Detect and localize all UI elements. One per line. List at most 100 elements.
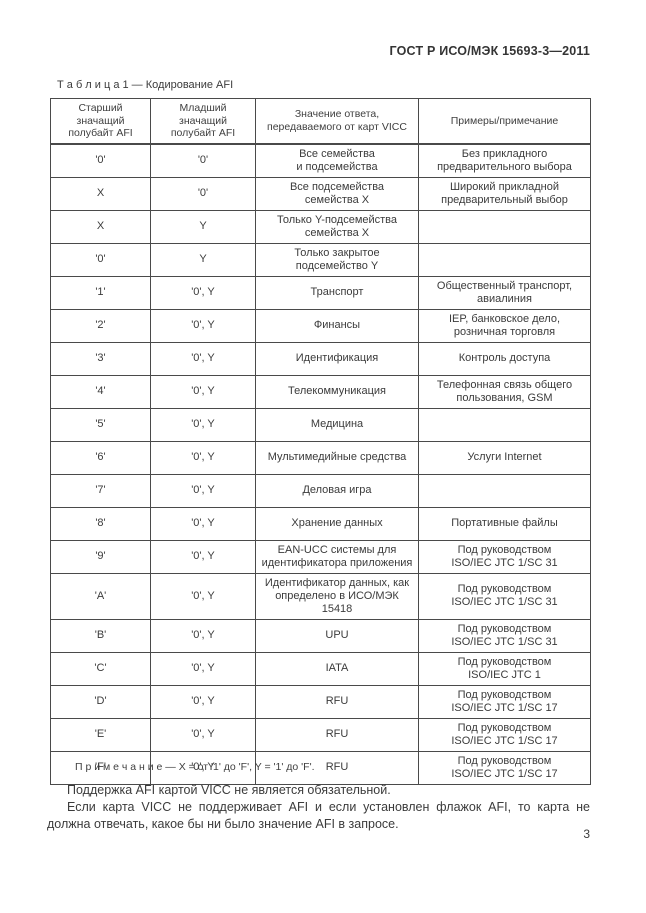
table-cell: Идентификатор данных, как определено в И… [255, 572, 419, 620]
table-cell: '0', Y [150, 440, 256, 475]
afi-coding-table: Старший значащий полубайт AFI Младший зн… [50, 98, 591, 785]
header-msn-afi: Старший значащий полубайт AFI [50, 98, 151, 145]
table-row: '9' '0', Y EAN-UCC системы для идентификат… [50, 539, 591, 574]
table-cell: '0', Y [150, 341, 256, 376]
table-cell: Только закрытое подсемейство Y [255, 242, 419, 277]
table-cell: '2' [50, 308, 151, 343]
table-row: '6' '0', Y Мультимедийные средства Услуги I… [50, 440, 591, 475]
table-row: 'E' '0', Y RFU Под руководством ISO/IEC JTC… [50, 717, 591, 752]
paragraph-afi-flag: Если карта VICC не поддерживает AFI и ес… [47, 800, 590, 831]
table-cell [418, 209, 591, 244]
table-cell [418, 473, 591, 508]
table-cell: Телекоммуникация [255, 374, 419, 409]
table-row: 'D' '0', Y RFU Под руководством ISO/IEC JTC… [50, 684, 591, 719]
table-cell: Деловая игра [255, 473, 419, 508]
table-cell: Под руководством ISO/IEC JTC 1/SC 17 [418, 750, 591, 785]
table-cell: Под руководством ISO/IEC JTC 1/SC 31 [418, 539, 591, 574]
table-cell: '0', Y [150, 572, 256, 620]
table-cell: Под руководством ISO/IEC JTC 1/SC 31 [418, 572, 591, 620]
header-vicc-response: Значение ответа, передаваемого от карт V… [255, 98, 419, 145]
table-cell: Финансы [255, 308, 419, 343]
table-row: 'C' '0', Y IATA Под руководством ISO/IEC JT… [50, 651, 591, 686]
table-cell: '0', Y [150, 374, 256, 409]
table-row: '5' '0', Y Медицина [50, 407, 591, 442]
doc-number-header: ГОСТ Р ИСО/МЭК 15693-3—2011 [389, 44, 590, 58]
table-cell: Под руководством ISO/IEC JTC 1/SC 17 [418, 684, 591, 719]
table-cell: Под руководством ISO/IEC JTC 1/SC 17 [418, 717, 591, 752]
table-cell: '0' [150, 143, 256, 178]
table-row: 'A' '0', Y Идентификатор данных, как опред… [50, 572, 591, 620]
table-row: 'F' '0', Y RFU Под руководством ISO/IEC JTC… [50, 750, 591, 785]
table-row: '4' '0', Y Телекоммуникация Телефонная связ… [50, 374, 591, 409]
table-cell: '8' [50, 506, 151, 541]
table-row: X '0' Все подсемейства семейства X Широкий … [50, 176, 591, 211]
table-cell: '0' [50, 242, 151, 277]
table-cell: 'E' [50, 717, 151, 752]
table-cell: EAN-UCC системы для идентификатора прило… [255, 539, 419, 574]
table-cell: '0', Y [150, 684, 256, 719]
table-cell: RFU [255, 717, 419, 752]
table-cell: Контроль доступа [418, 341, 591, 376]
table-row: '1' '0', Y Транспорт Общественный транспорт… [50, 275, 591, 310]
table-title: Т а б л и ц а 1 — Кодирование AFI [57, 79, 234, 91]
table-cell: '9' [50, 539, 151, 574]
table-cell: '0' [50, 143, 151, 178]
table-cell: RFU [255, 750, 419, 785]
paragraph-afi-support: Поддержка AFI картой VICC не является об… [67, 783, 391, 797]
table-cell: Хранение данных [255, 506, 419, 541]
table-cell: UPU [255, 618, 419, 653]
table-note: П р и м е ч а н и е — X = от '1' до 'F',… [75, 761, 315, 773]
table-cell: '0', Y [150, 717, 256, 752]
table-cell: IATA [255, 651, 419, 686]
table-cell: '0', Y [150, 275, 256, 310]
table-cell: RFU [255, 684, 419, 719]
table-cell: Идентификация [255, 341, 419, 376]
table-row: '0' Y Только закрытое подсемейство Y [50, 242, 591, 277]
table-row: '7' '0', Y Деловая игра [50, 473, 591, 508]
table-row: '0' '0' Все семейства и подсемейства Без пр… [50, 143, 591, 178]
table-cell: '0', Y [150, 407, 256, 442]
table-row: '8' '0', Y Хранение данных Портативные файл… [50, 506, 591, 541]
header-examples: Примеры/примечание [418, 98, 591, 145]
table-cell: Общественный транспорт, авиалиния [418, 275, 591, 310]
table-cell: 'A' [50, 572, 151, 620]
table-cell: 'C' [50, 651, 151, 686]
table-cell: '3' [50, 341, 151, 376]
table-cell: Все семейства и подсемейства [255, 143, 419, 178]
table-cell: Y [150, 209, 256, 244]
table-row: X Y Только Y-подсемейства семейства X [50, 209, 591, 244]
table-cell [418, 242, 591, 277]
table-cell: '0', Y [150, 473, 256, 508]
table-cell: '0', Y [150, 651, 256, 686]
page-number: 3 [583, 827, 590, 841]
table-cell: Только Y-подсемейства семейства X [255, 209, 419, 244]
table-cell [418, 407, 591, 442]
table-row: 'B' '0', Y UPU Под руководством ISO/IEC JTC… [50, 618, 591, 653]
table-row: '3' '0', Y Идентификация Контроль доступа [50, 341, 591, 376]
table-cell: 'F' [50, 750, 151, 785]
table-cell: '0', Y [150, 618, 256, 653]
table-cell: Под руководством ISO/IEC JTC 1/SC 31 [418, 618, 591, 653]
table-cell: Мультимедийные средства [255, 440, 419, 475]
header-lsn-afi: Младший значащий полубайт AFI [150, 98, 256, 145]
table-cell: Все подсемейства семейства X [255, 176, 419, 211]
table-row: '2' '0', Y Финансы IEP, банковское дело, ро… [50, 308, 591, 343]
table-cell: Транспорт [255, 275, 419, 310]
table-cell: '0', Y [150, 506, 256, 541]
table-cell: '0', Y [150, 308, 256, 343]
table-cell: '4' [50, 374, 151, 409]
table-cell: '7' [50, 473, 151, 508]
table-cell: Медицина [255, 407, 419, 442]
table-cell: X [50, 176, 151, 211]
table-cell: Портативные файлы [418, 506, 591, 541]
table-cell: Без прикладного предварительного выбора [418, 143, 591, 178]
table-header-row: Старший значащий полубайт AFI Младший зн… [50, 98, 591, 145]
table-cell: '0', Y [150, 539, 256, 574]
table-cell: '6' [50, 440, 151, 475]
table-cell: IEP, банковское дело, розничная торговля [418, 308, 591, 343]
table-cell: Телефонная связь общего пользования, GSM [418, 374, 591, 409]
table-cell: Y [150, 242, 256, 277]
table-cell: Услуги Internet [418, 440, 591, 475]
table-cell: '5' [50, 407, 151, 442]
